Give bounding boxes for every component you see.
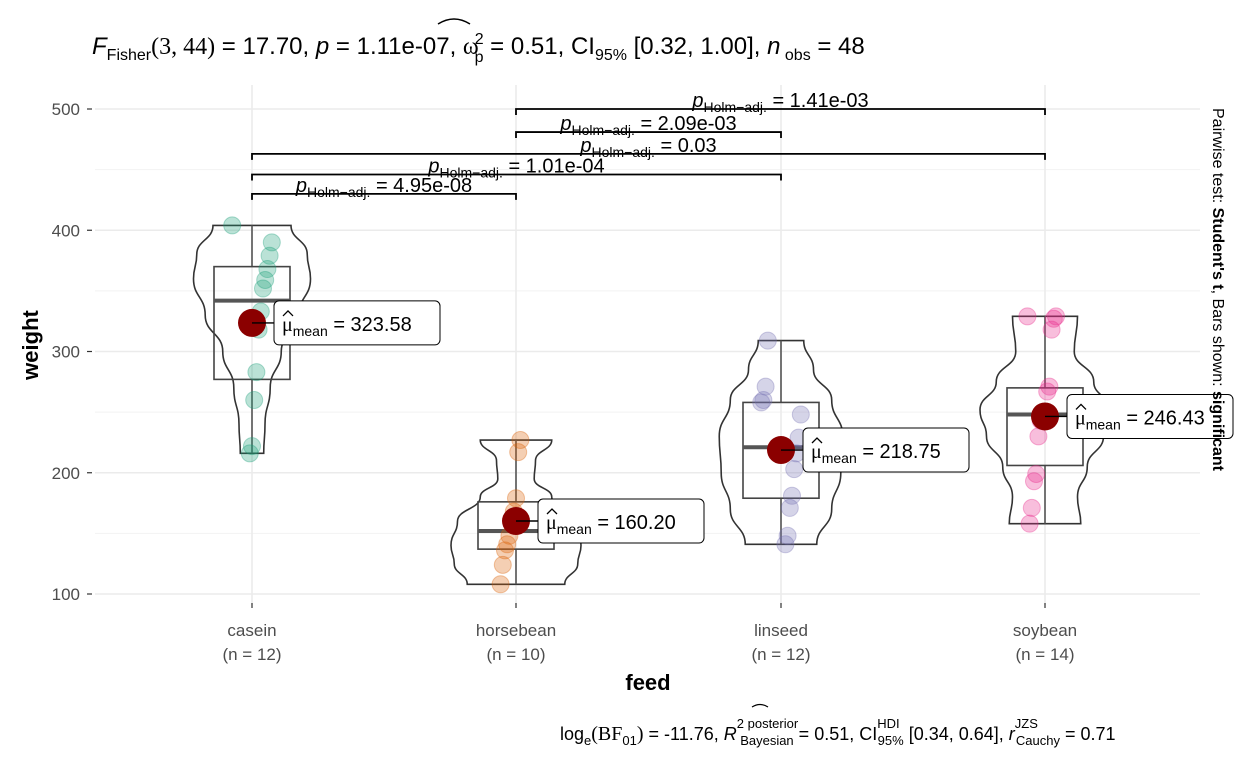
data-point — [780, 498, 799, 517]
pairwise-p-label: pHolm−adj. = 1.41e-03 — [691, 90, 868, 115]
mean-label: μmean = 246.43 — [1075, 407, 1205, 432]
x-tick-n-label: (n = 12) — [222, 645, 281, 664]
data-point — [1040, 377, 1059, 396]
data-point — [254, 279, 272, 298]
x-tick-n-label: (n = 12) — [751, 645, 810, 664]
pairwise-bracket — [515, 131, 782, 139]
pairwise-p-label: pHolm−adj. = 2.09e-03 — [559, 113, 736, 138]
mean-label-box — [1066, 393, 1234, 439]
data-point — [752, 393, 771, 412]
data-point — [785, 460, 804, 479]
x-tick-n-label: (n = 10) — [486, 645, 545, 664]
data-point — [507, 489, 525, 508]
caption-hat-icon — [751, 703, 769, 708]
pairwise-test-subtitle: Pairwise test: Student's t, Bars shown: … — [1209, 108, 1226, 472]
data-point — [1044, 309, 1063, 328]
data-point — [1025, 472, 1043, 491]
data-point — [756, 377, 775, 396]
y-tick-label: 100 — [52, 585, 80, 604]
y-tick-label: 400 — [52, 221, 80, 240]
pairwise-bracket — [251, 173, 782, 181]
hat-icon — [811, 437, 823, 444]
mean-label: μmean = 323.58 — [282, 314, 412, 339]
data-point — [496, 541, 514, 560]
y-tick-label: 300 — [52, 343, 80, 362]
mean-label-box — [802, 427, 970, 473]
pairwise-bracket — [251, 152, 1046, 160]
hat-icon — [546, 508, 558, 515]
data-point — [1038, 382, 1057, 401]
data-point — [243, 437, 261, 456]
data-point — [1022, 498, 1041, 517]
data-point — [1018, 307, 1037, 326]
data-point — [245, 391, 264, 409]
mean-label-box — [537, 498, 705, 544]
data-point — [791, 405, 810, 424]
pairwise-p-label: pHolm−adj. = 4.95e-08 — [295, 175, 472, 200]
x-tick-label: casein — [227, 621, 276, 640]
data-point — [256, 270, 275, 289]
x-tick-label: soybean — [1013, 621, 1077, 640]
data-point — [754, 391, 773, 409]
mean-label-box — [273, 300, 441, 346]
hat-icon — [1075, 403, 1087, 410]
x-tick-label: linseed — [754, 621, 808, 640]
mean-markers: μmean = 323.58 μmean = 160.20 μmean = 218.… — [238, 300, 1234, 544]
data-point — [509, 443, 528, 462]
data-point — [1020, 514, 1039, 533]
data-point — [491, 575, 510, 594]
data-point — [776, 535, 795, 554]
bayes-caption: loge(BF01) = -11.76, R2 posterior Bayesia… — [560, 716, 1116, 748]
x-axis-title: feed — [625, 670, 670, 695]
data-point — [258, 260, 277, 279]
data-point — [778, 526, 797, 545]
y-tick-label: 200 — [52, 464, 80, 483]
pairwise-p-label: pHolm−adj. = 0.03 — [579, 135, 716, 160]
y-tick-label: 500 — [52, 100, 80, 119]
data-point — [223, 216, 242, 235]
x-axis: casein (n = 12) horsebean (n = 10) linseed (n… — [222, 603, 1077, 664]
y-axis: 100 200 300 400 500 — [52, 100, 92, 604]
pairwise-bracket — [251, 192, 517, 200]
y-axis-title: weight — [18, 309, 43, 380]
data-point — [758, 331, 777, 350]
data-point — [1047, 307, 1065, 326]
chart-title: FFisher(3, 44) = 17.70, p = 1.11e-07, ω2… — [92, 31, 865, 66]
data-point — [1042, 320, 1061, 339]
data-point — [260, 246, 279, 265]
data-point — [262, 233, 281, 252]
mean-label: μmean = 218.75 — [811, 441, 941, 466]
hat-icon — [282, 309, 294, 317]
data-point — [498, 535, 517, 554]
x-tick-n-label: (n = 14) — [1015, 645, 1074, 664]
title-hat-icon — [437, 18, 471, 25]
violin-linseed — [718, 339, 844, 546]
data-point — [240, 444, 259, 463]
data-point — [511, 431, 530, 450]
mean-label: μmean = 160.20 — [546, 512, 676, 537]
x-tick-label: horsebean — [476, 621, 556, 640]
pairwise-p-label: pHolm−adj. = 1.01e-04 — [427, 155, 604, 180]
violin-soybean — [979, 315, 1111, 525]
data-point — [247, 363, 266, 382]
data-point — [1027, 464, 1046, 483]
data-point — [783, 486, 801, 505]
pairwise-bracket — [515, 108, 1046, 115]
data-point — [493, 555, 512, 574]
